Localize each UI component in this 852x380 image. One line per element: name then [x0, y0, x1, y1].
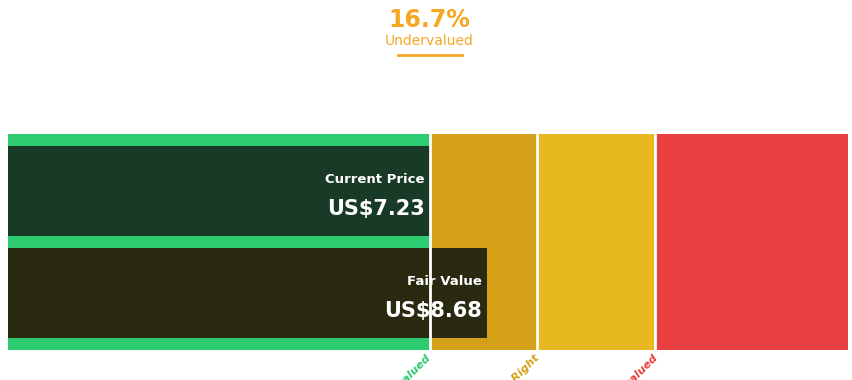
Text: 20% Undervalued: 20% Undervalued	[348, 353, 432, 380]
Bar	[537, 134, 654, 350]
Text: About Right: About Right	[481, 353, 542, 380]
Bar	[654, 236, 847, 248]
Text: US$7.23: US$7.23	[326, 199, 424, 219]
Bar	[654, 338, 847, 350]
Bar	[8, 134, 429, 350]
Text: Undervalued: Undervalued	[385, 34, 474, 48]
Text: 20% Overvalued: 20% Overvalued	[580, 353, 659, 380]
Bar	[8, 248, 486, 338]
Bar	[654, 134, 847, 350]
Bar	[429, 338, 537, 350]
Text: US$8.68: US$8.68	[383, 301, 481, 321]
Bar	[8, 134, 429, 146]
Bar	[429, 236, 537, 248]
Bar	[8, 146, 429, 236]
Bar	[429, 134, 537, 350]
Bar	[537, 134, 654, 146]
Text: Current Price: Current Price	[325, 173, 424, 186]
Bar	[537, 338, 654, 350]
Text: 16.7%: 16.7%	[389, 8, 470, 32]
Text: Fair Value: Fair Value	[406, 275, 481, 288]
Bar	[8, 338, 429, 350]
Bar	[8, 236, 429, 248]
Bar	[537, 236, 654, 248]
Bar	[654, 134, 847, 146]
Bar	[429, 134, 537, 146]
